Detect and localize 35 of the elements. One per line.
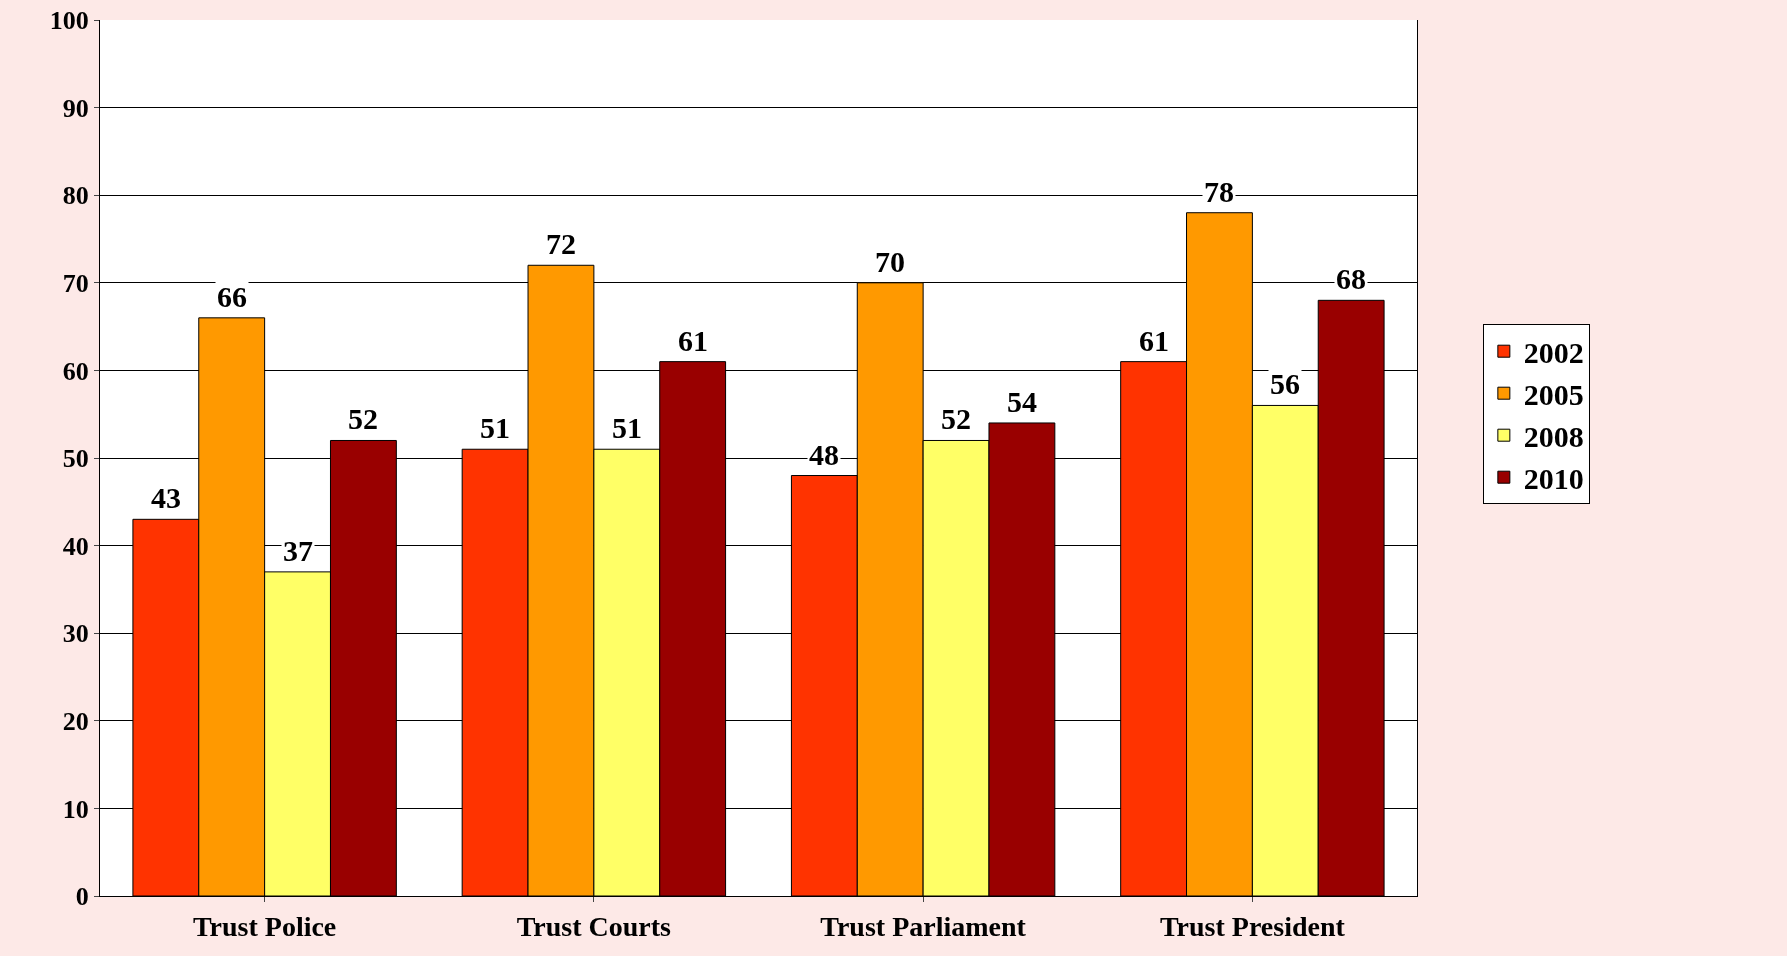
data-label: 43 xyxy=(151,481,181,514)
y-tick-label: 20 xyxy=(62,706,89,736)
y-tick-label: 10 xyxy=(62,794,89,824)
y-tick-label: 60 xyxy=(62,356,89,386)
data-label: 37 xyxy=(283,534,313,567)
data-label: 68 xyxy=(1336,262,1366,295)
data-label: 66 xyxy=(217,280,247,313)
y-tick-label: 100 xyxy=(49,6,89,36)
x-tick-label: Trust Courts xyxy=(516,910,672,942)
data-label: 56 xyxy=(1270,367,1300,400)
legend-label: 2008 xyxy=(1523,419,1584,453)
y-tick-label: 0 xyxy=(75,882,89,912)
data-label: 52 xyxy=(941,402,971,435)
data-label: 72 xyxy=(546,227,576,260)
x-tick-label: Trust Police xyxy=(192,910,337,942)
legend-label: 2010 xyxy=(1523,461,1584,495)
x-tick-label: Trust President xyxy=(1159,910,1346,942)
y-tick-label: 40 xyxy=(62,531,89,561)
y-tick-label: 70 xyxy=(62,268,89,298)
data-label: 78 xyxy=(1204,175,1234,208)
data-label: 51 xyxy=(612,411,642,444)
data-label: 52 xyxy=(348,402,378,435)
data-label: 51 xyxy=(480,411,510,444)
y-tick-label: 90 xyxy=(62,93,89,123)
y-tick-label: 80 xyxy=(62,181,89,211)
legend-label: 2005 xyxy=(1523,377,1584,411)
data-label: 54 xyxy=(1007,385,1037,418)
y-tick-label: 30 xyxy=(62,619,89,649)
data-label: 48 xyxy=(809,438,839,471)
x-tick-label: Trust Parliament xyxy=(820,910,1027,942)
legend-label: 2002 xyxy=(1523,335,1584,369)
y-tick-label: 50 xyxy=(62,444,89,474)
data-label: 61 xyxy=(678,324,708,357)
data-label: 70 xyxy=(875,245,905,278)
data-label: 61 xyxy=(1139,324,1169,357)
